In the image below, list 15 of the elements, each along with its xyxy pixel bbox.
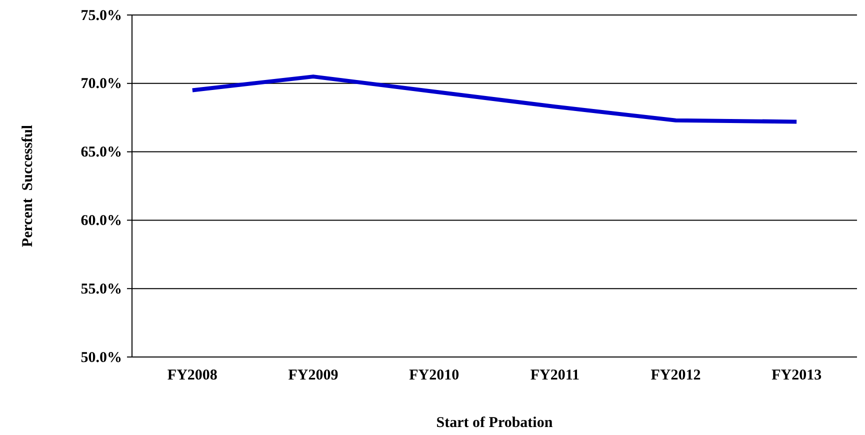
y-axis-title: Percent Successful: [20, 124, 36, 248]
line-series: [190, 74, 799, 124]
x-tick-label: FY2012: [650, 368, 701, 384]
x-tick-label: FY2013: [772, 368, 822, 384]
x-tick-label: FY2009: [288, 368, 338, 384]
x-tick-label: FY2010: [409, 368, 460, 384]
y-tick-label: 65.0%: [80, 144, 122, 161]
y-tick-label: 75.0%: [80, 8, 122, 24]
x-axis-title: Start of Probation: [436, 415, 554, 431]
y-tick-label: 50.0%: [80, 350, 122, 366]
x-tick-label: FY2008: [167, 368, 218, 384]
x-tick-label: FY2011: [530, 368, 580, 384]
y-tick-label: 55.0%: [80, 281, 122, 298]
y-tick-label: 70.0%: [80, 76, 122, 92]
y-tick-label: 60.0%: [80, 213, 122, 229]
